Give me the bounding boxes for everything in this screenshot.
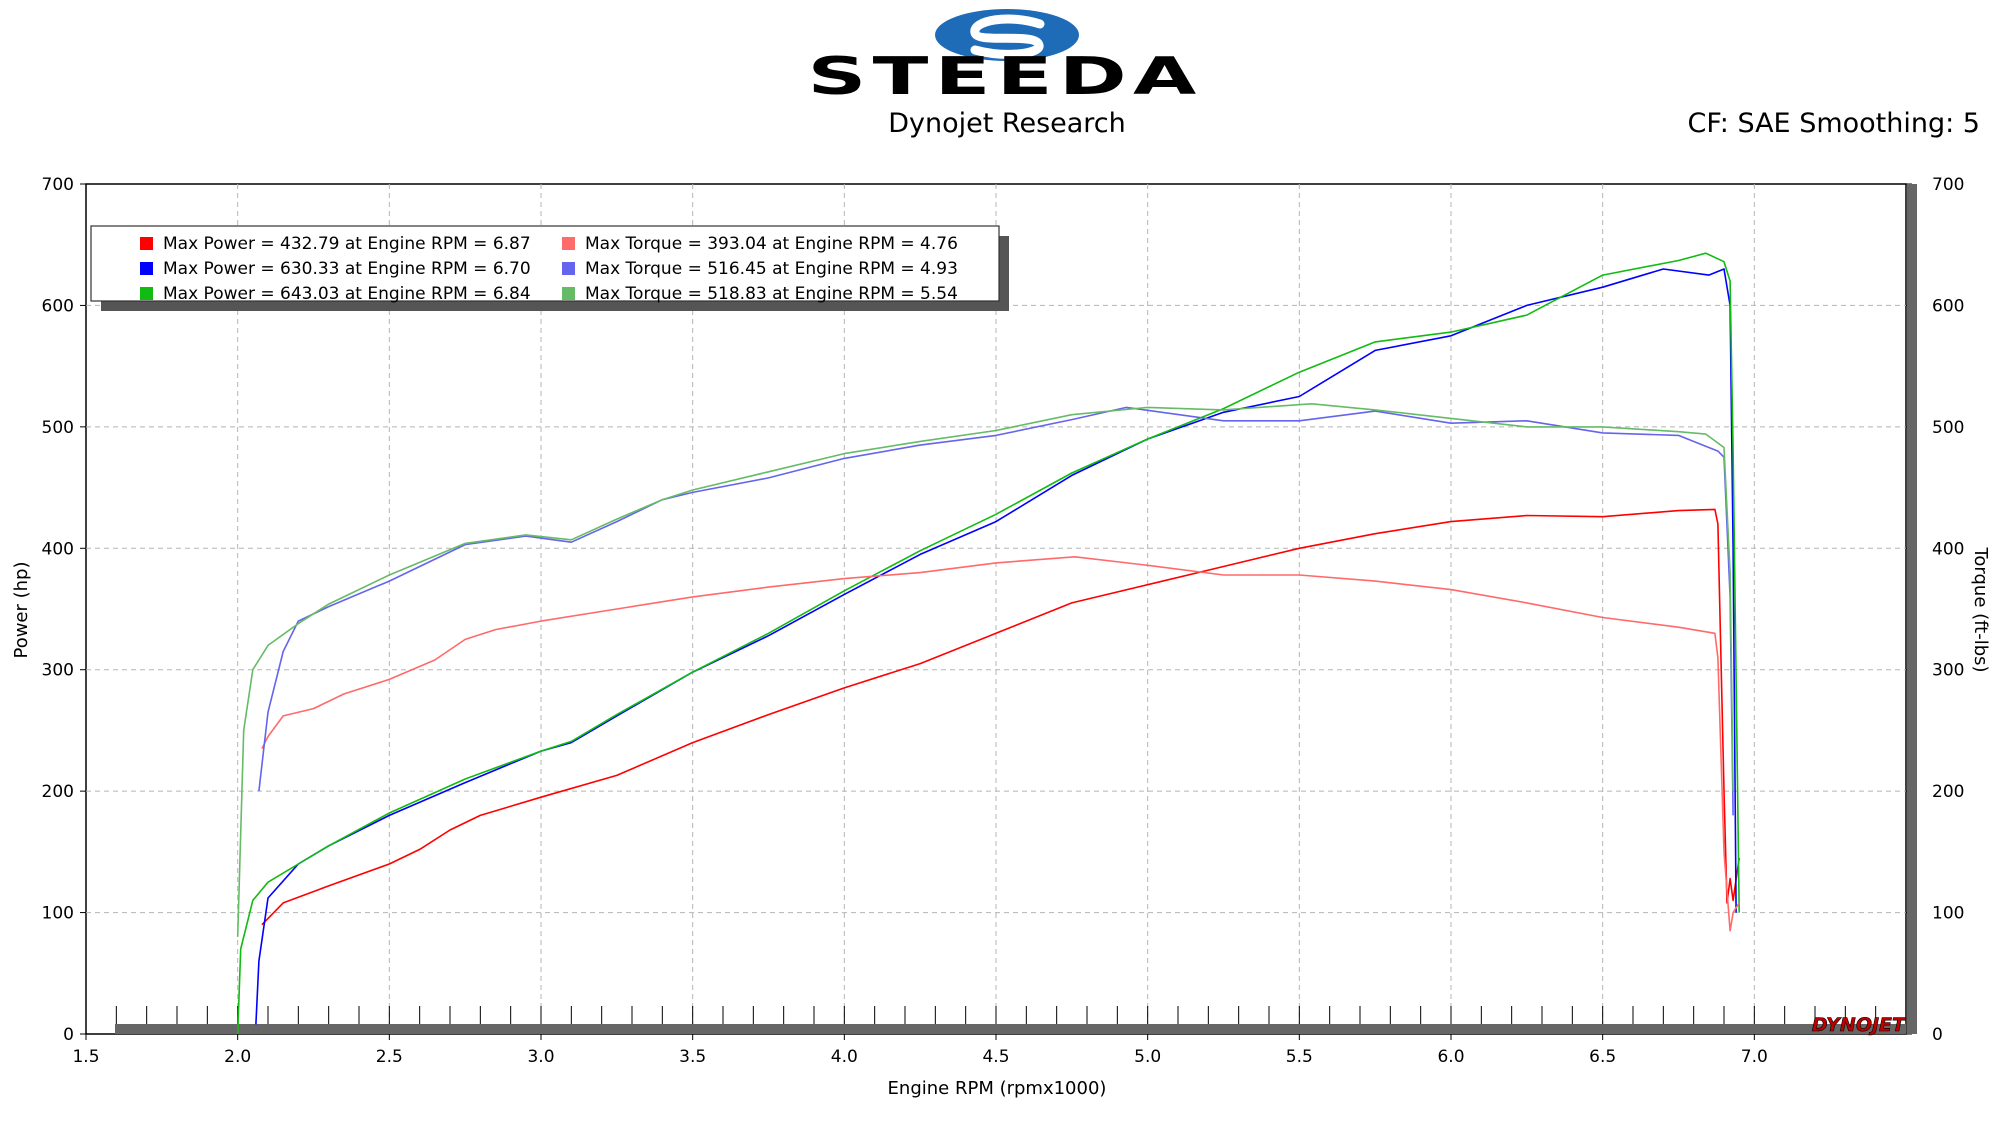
y-tick-label-left: 200 [42,782,74,802]
series-line-torque-2 [258,406,1734,816]
legend-label: Max Torque = 516.45 at Engine RPM = 4.93 [585,259,958,279]
legend-box [90,225,1000,302]
y-tick-label-right: 100 [1932,904,1964,924]
series-line-power-3 [236,252,1740,1035]
legend-label: Max Power = 432.79 at Engine RPM = 6.87 [163,234,531,254]
legend-swatch [140,287,153,300]
y-axis-right-label: Torque (ft-lbs) [1970,546,1991,672]
series-line-power-1 [261,508,1740,926]
bottom-axis-bar [115,1024,1906,1034]
legend-swatch [562,287,575,300]
x-tick-label: 3.5 [679,1047,706,1067]
x-tick-label: 5.5 [1286,1047,1313,1067]
legend-swatch [562,262,575,275]
x-tick-label: 2.5 [376,1047,403,1067]
x-axis: 1.5 2.0 2.5 3.0 3.5 4.0 4.5 5.0 5.5 6.0 6.5 7.0 [72,1034,1768,1067]
minor-tick-strip [115,1006,1906,1034]
y-tick-label-left: 100 [42,904,74,924]
series-line-torque-1 [261,555,1740,932]
x-tick-label: 7.0 [1741,1047,1768,1067]
legend-swatch [140,237,153,250]
legend-label: Max Power = 643.03 at Engine RPM = 6.84 [163,284,531,304]
y-tick-label-left: 0 [63,1025,74,1045]
settings-label: CF: SAE Smoothing: 5 [1687,108,1980,139]
y-tick-label-right: 600 [1932,296,1964,316]
y-tick-label-right: 500 [1932,418,1964,438]
x-tick-label: 4.0 [831,1047,858,1067]
y-tick-label-left: 500 [42,418,74,438]
x-tick-label: 1.5 [72,1047,99,1067]
steeda-logo: STEEDA [808,9,1203,107]
y-axis-left: 0 100 200 300 400 500 600 700 [42,175,86,1045]
x-axis-label: Engine RPM (rpmx1000) [888,1078,1107,1099]
legend-label: Max Power = 630.33 at Engine RPM = 6.70 [163,259,531,279]
y-tick-label-left: 700 [42,175,74,195]
x-tick-label: 6.5 [1589,1047,1616,1067]
legend-label: Max Torque = 518.83 at Engine RPM = 5.54 [585,284,958,304]
legend-label: Max Torque = 393.04 at Engine RPM = 4.76 [585,234,958,254]
series-line-torque-3 [236,402,1734,937]
y-tick-label-right: 700 [1932,175,1964,195]
y-tick-label-left: 400 [42,539,74,559]
y-tick-label-right: 300 [1932,661,1964,681]
x-tick-label: 3.0 [527,1047,554,1067]
x-tick-label: 4.5 [982,1047,1009,1067]
legend-swatch [140,262,153,275]
legend-swatch [562,237,575,250]
dynojet-watermark: DYNOJET [1812,1014,1907,1036]
data-series [236,252,1740,1035]
y-axis-left-label: Power (hp) [11,561,32,658]
y-axis-right: 0 100 200 300 400 500 600 700 [1906,175,1964,1045]
x-tick-label: 5.0 [1134,1047,1161,1067]
y-tick-label-right: 200 [1932,782,1964,802]
y-tick-label-left: 300 [42,661,74,681]
chart-subtitle: Dynojet Research [888,108,1126,139]
x-tick-label: 2.0 [224,1047,251,1067]
y-tick-label-right: 400 [1932,539,1964,559]
legend: Max Power = 432.79 at Engine RPM = 6.87 M… [90,225,1009,311]
y-tick-label-right: 0 [1932,1025,1943,1045]
x-tick-label: 6.0 [1437,1047,1464,1067]
y-tick-label-left: 600 [42,296,74,316]
brand-name: STEEDA [808,47,1203,107]
logo-swoosh-s [970,14,1045,59]
series-line-power-2 [255,268,1737,1025]
right-axis-bar [1907,184,1917,1034]
